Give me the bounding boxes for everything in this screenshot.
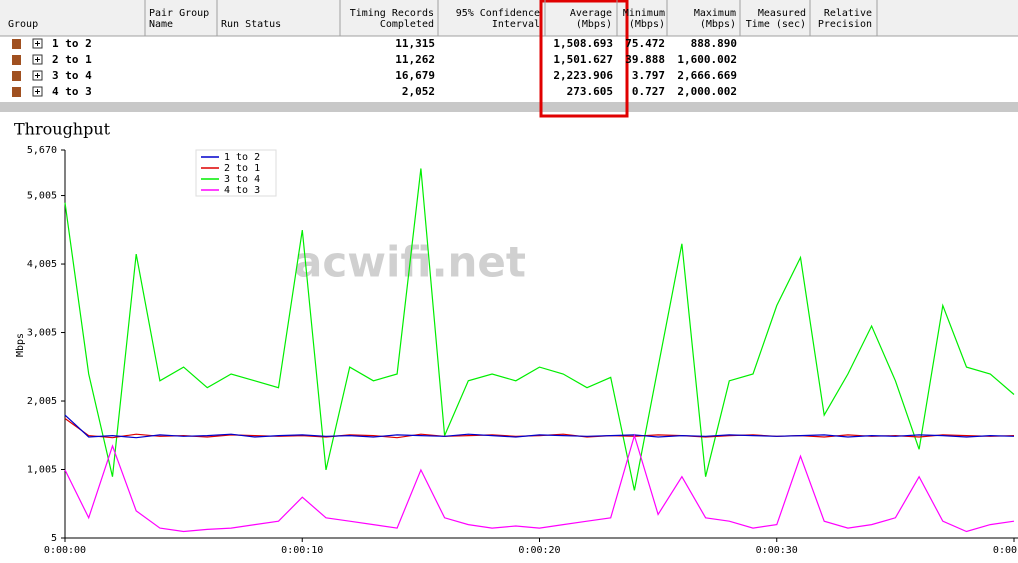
y-axis-label: Mbps	[15, 333, 26, 357]
series-line	[64, 168, 1015, 491]
column-header[interactable]: Pair Group	[149, 8, 209, 19]
expand-plus	[35, 89, 40, 94]
cell: 2,666.669	[677, 69, 737, 82]
y-tick-label: 4,005	[27, 259, 57, 270]
column-header[interactable]: Run Status	[221, 19, 281, 30]
cell: 1,508.693	[553, 37, 613, 50]
cell: 888.890	[691, 37, 737, 50]
series-line	[64, 418, 1015, 439]
table-header-bg	[0, 0, 1018, 36]
cell: 1,501.627	[553, 53, 613, 66]
column-header[interactable]: Time (sec)	[746, 19, 806, 30]
column-header[interactable]: 95% Confidence	[456, 8, 540, 19]
highlight-box	[539, 0, 629, 118]
cell: 39.888	[625, 53, 665, 66]
column-header[interactable]: Relative	[824, 8, 872, 19]
row-icon	[12, 55, 21, 65]
column-header[interactable]: Interval	[492, 19, 540, 30]
y-tick-label: 1,005	[27, 465, 57, 476]
legend-label: 1 to 2	[224, 152, 260, 163]
y-tick-label: 5,670	[27, 145, 57, 156]
cell: 1 to 2	[52, 37, 92, 50]
column-header[interactable]: (Mbps)	[629, 19, 665, 30]
cell: 11,315	[395, 37, 435, 50]
column-header[interactable]: Minimum	[623, 8, 665, 19]
y-tick-label: 5	[51, 533, 57, 544]
row-icon	[12, 87, 21, 97]
cell: 2,052	[402, 85, 435, 98]
column-header[interactable]: Average	[570, 8, 612, 19]
cell: 0.727	[632, 85, 665, 98]
column-header[interactable]: Precision	[818, 19, 872, 30]
y-tick-label: 5,005	[27, 191, 57, 202]
cell: 1,600.002	[677, 53, 737, 66]
column-header[interactable]: Maximum	[694, 8, 736, 19]
cell: 16,679	[395, 69, 435, 82]
row-icon	[12, 71, 21, 81]
chart-title: Throughput	[14, 120, 111, 139]
cell: 273.605	[567, 85, 613, 98]
legend-label: 4 to 3	[224, 185, 260, 196]
legend-label: 2 to 1	[224, 163, 260, 174]
column-header[interactable]: Completed	[380, 19, 434, 30]
row-icon	[12, 39, 21, 49]
y-tick-label: 2,005	[27, 396, 57, 407]
expand-plus	[35, 41, 40, 46]
x-tick-label: 0:00:00	[44, 545, 86, 556]
y-tick-label: 3,005	[27, 328, 57, 339]
x-tick-label: 0:00:10	[281, 545, 323, 556]
cell: 4 to 3	[52, 85, 92, 98]
cell: 11,262	[395, 53, 435, 66]
expand-plus	[35, 73, 40, 78]
splitter[interactable]	[0, 102, 1018, 112]
column-header[interactable]: Measured	[758, 8, 806, 19]
column-header[interactable]: Name	[149, 19, 173, 30]
column-header[interactable]: Group	[8, 19, 38, 30]
cell: 2,000.002	[677, 85, 737, 98]
column-header[interactable]: (Mbps)	[576, 19, 612, 30]
cell: 3.797	[632, 69, 665, 82]
column-header[interactable]: Timing Records	[350, 8, 434, 19]
x-tick-label: 0:00:20	[518, 545, 560, 556]
cell: 2 to 1	[52, 53, 92, 66]
x-tick-label: 0:00:30	[756, 545, 798, 556]
legend-label: 3 to 4	[224, 174, 260, 185]
x-tick-label: 0:00:40	[993, 545, 1018, 556]
expand-plus	[35, 57, 40, 62]
column-header[interactable]: (Mbps)	[700, 19, 736, 30]
series-line	[64, 433, 1015, 533]
cell: 3 to 4	[52, 69, 92, 82]
series-line	[64, 414, 1015, 439]
cell: 2,223.906	[553, 69, 613, 82]
cell: 75.472	[625, 37, 665, 50]
